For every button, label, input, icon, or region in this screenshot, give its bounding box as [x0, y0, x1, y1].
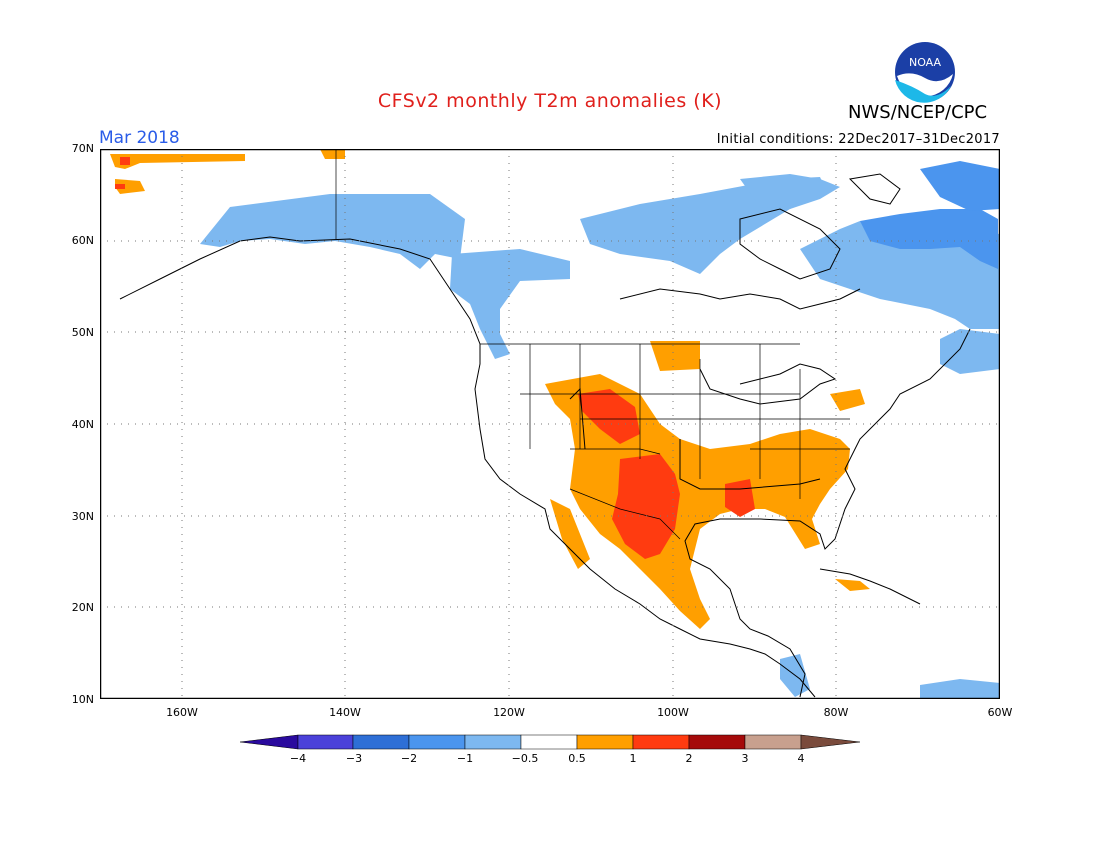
political-borders [335, 149, 850, 540]
lat-label-30n: 30N [71, 510, 94, 523]
anomaly-orange-midatlantic [830, 389, 865, 411]
colorbar-seg-2-1 [408, 734, 466, 750]
colorbar-label-4: 4 [797, 752, 805, 765]
coastlines [119, 173, 971, 698]
colorbar-seg-3-2 [352, 734, 410, 750]
lat-label-70n: 70N [71, 142, 94, 155]
anomaly-orange-montana [650, 341, 700, 371]
colorbar-label-neg4: −4 [289, 752, 307, 765]
colorbar-seg-gt-4 [800, 734, 861, 750]
colorbar-label-neg2: −2 [400, 752, 418, 765]
colorbar-seg-neutral [520, 734, 578, 750]
lon-label-120w: 120W [493, 706, 525, 719]
anomaly-orange-alaska-west [115, 179, 145, 194]
colorbar-seg-1-05 [464, 734, 522, 750]
anomaly-blue-labrador [940, 329, 1000, 374]
colorbar-label-neg05: −0.5 [511, 752, 539, 765]
lon-label-100w: 100W [657, 706, 689, 719]
anomaly-orange-baja [550, 499, 590, 569]
anomaly-orange-arctic-small [320, 149, 345, 159]
colorbar-label-neg3: −3 [345, 752, 363, 765]
colorbar-seg-lt-4 [240, 734, 299, 750]
lat-label-20n: 20N [71, 601, 94, 614]
colorbar-seg-3-4 [744, 734, 802, 750]
lon-label-160w: 160W [166, 706, 198, 719]
anomaly-red-colorado [578, 389, 640, 444]
colorbar-label-neg1: −1 [456, 752, 474, 765]
lat-label-10n: 10N [71, 693, 94, 706]
anomaly-blue-quebec [800, 221, 1000, 329]
anomaly-blue-ne-arctic [920, 161, 1000, 211]
colorbar-label-3: 3 [741, 752, 749, 765]
lon-label-140w: 140W [329, 706, 361, 719]
colorbar-seg-1-2 [632, 734, 690, 750]
colorbar-seg-2-3 [688, 734, 746, 750]
logo-text: NOAA [909, 56, 942, 69]
anomaly-orange-alaska-coast [110, 154, 245, 169]
colorbar-seg-05-1 [576, 734, 634, 750]
anomaly-red-southwest [612, 454, 680, 559]
colorbar-label-1: 1 [629, 752, 637, 765]
anomaly-map [100, 149, 1000, 699]
anomaly-blue-bc [450, 249, 570, 359]
noaa-logo: NOAA [895, 42, 955, 103]
gridlines [100, 149, 1000, 699]
colorbar [240, 734, 861, 750]
anomaly-fields [110, 149, 1000, 699]
lat-label-50n: 50N [71, 326, 94, 339]
lon-label-60w: 60W [987, 706, 1013, 719]
colorbar-label-05: 0.5 [568, 752, 586, 765]
lat-label-40n: 40N [71, 418, 94, 431]
agency-label: NWS/NCEP/CPC [848, 102, 988, 123]
colorbar-label-2: 2 [685, 752, 693, 765]
anomaly-red-alaska-tip [120, 157, 130, 165]
anomaly-blue-caribbean [920, 679, 1000, 699]
anomaly-blue-quebec-darker [860, 209, 998, 269]
colorbar-seg-4-3 [297, 734, 354, 750]
valid-month: Mar 2018 [99, 128, 180, 148]
lat-label-60n: 60N [71, 234, 94, 247]
lon-label-80w: 80W [823, 706, 849, 719]
anomaly-blue-arctic [740, 174, 840, 209]
anomaly-orange-cuba [835, 579, 870, 591]
anomaly-red-alaska-west-tip [115, 184, 125, 189]
chart-title: CFSv2 monthly T2m anomalies (K) [377, 90, 723, 112]
anomaly-blue-alaska [200, 194, 465, 269]
initial-conditions: Initial conditions: 22Dec2017–31Dec2017 [716, 132, 1000, 147]
